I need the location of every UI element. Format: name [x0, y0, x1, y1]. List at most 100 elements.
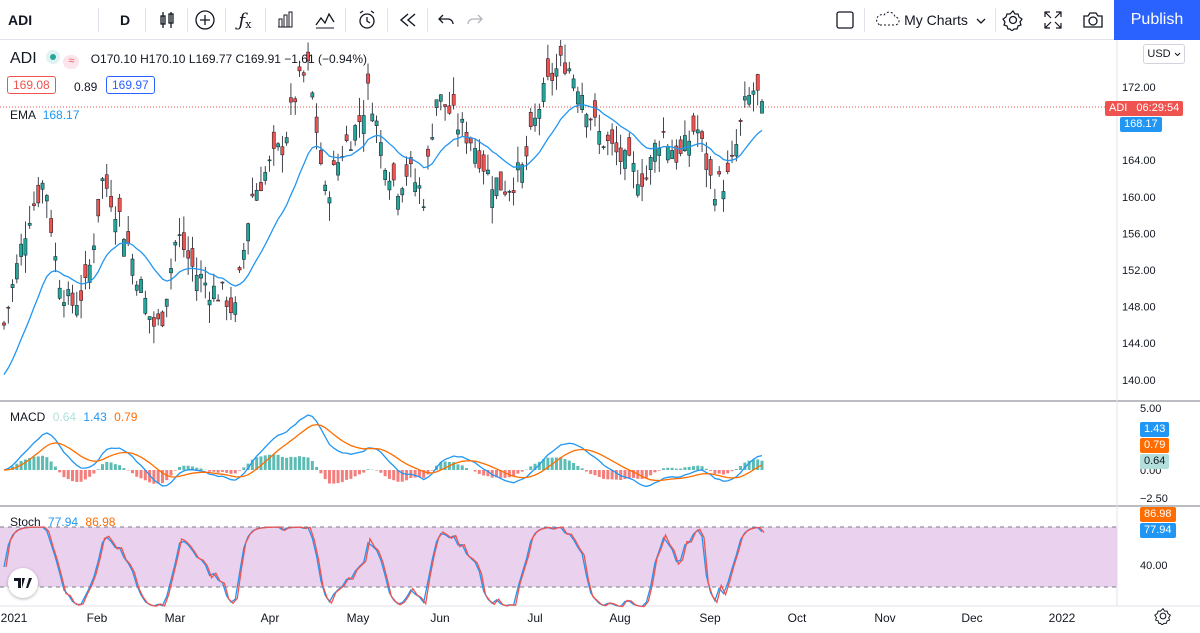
candle-body — [580, 95, 584, 110]
candle-body — [6, 306, 11, 309]
camera-icon[interactable] — [1078, 0, 1108, 40]
candle-body — [306, 51, 310, 62]
time-tick: Nov — [874, 611, 895, 625]
currency-dropdown[interactable]: USD — [1143, 44, 1185, 64]
currency-label: USD — [1147, 48, 1171, 60]
candle-body — [421, 206, 426, 208]
candle-body — [618, 147, 623, 162]
add-icon[interactable] — [190, 0, 220, 40]
candle-body — [74, 305, 79, 316]
symbol-search[interactable]: ADI — [8, 12, 33, 28]
price-axis[interactable]: 172.00168.00164.00160.00156.00152.00148.… — [1122, 82, 1168, 572]
candle-body — [177, 234, 182, 236]
rectangle-icon[interactable] — [830, 0, 860, 40]
macd-hist-bar — [36, 456, 40, 470]
line-compare-icon[interactable] — [310, 0, 340, 40]
fullscreen-icon[interactable] — [1038, 0, 1068, 40]
macd-hist-bar — [465, 468, 469, 470]
macd-hist-bar — [554, 457, 558, 470]
candle-body — [588, 118, 593, 121]
macd-hist-bar — [173, 470, 177, 471]
macd-hist-bar — [743, 462, 747, 470]
candle-body — [738, 120, 743, 122]
candle-body — [447, 105, 452, 114]
candle-body — [164, 298, 169, 307]
candle-body — [156, 313, 161, 320]
candle-body — [130, 258, 135, 276]
bid-price-box[interactable]: 169.08 — [7, 76, 56, 94]
time-axis[interactable]: 2021 Feb Mar Apr May Jun Jul Aug Sep Oct Nov Dec 202… — [1, 611, 1076, 625]
macd-hist-bar — [182, 465, 186, 470]
interval-button[interactable]: D — [119, 12, 131, 28]
macd-hist-bar — [567, 460, 571, 470]
chart-area[interactable]: 172.00168.00164.00160.00156.00152.00148.… — [0, 40, 1200, 633]
macd-hist-bar — [400, 470, 404, 482]
price-tick: 152.00 — [1122, 265, 1156, 277]
macd-hist-bar — [246, 463, 250, 470]
candle-body — [563, 62, 567, 74]
candle-body — [297, 66, 302, 72]
separator — [864, 8, 865, 32]
candle-body — [374, 120, 379, 126]
candle-body — [314, 116, 319, 133]
candle-body — [301, 72, 306, 76]
macd-hist-bar — [178, 466, 182, 470]
macd-hist-bar — [747, 460, 751, 470]
macd-signal-value: 0.79 — [114, 410, 138, 424]
publish-button[interactable]: Publish — [1114, 0, 1200, 40]
macd-hist-bar — [537, 461, 541, 470]
candle-body — [310, 92, 315, 98]
chart-canvas[interactable]: 172.00168.00164.00160.00156.00152.00148.… — [0, 40, 1200, 633]
undo-icon[interactable] — [431, 0, 461, 40]
candle-body — [396, 196, 400, 210]
macd-hist-bar — [494, 470, 498, 478]
candle-body — [391, 163, 396, 181]
candle-body — [691, 115, 696, 132]
candle-body — [438, 94, 443, 102]
candle-body — [276, 143, 280, 148]
macd-hist-bar — [730, 470, 734, 472]
candle-body — [661, 131, 666, 133]
replay-icon[interactable] — [393, 0, 423, 40]
candle-body — [460, 118, 465, 123]
macd-hist-bar — [345, 470, 349, 480]
candle-body — [152, 317, 156, 327]
candle-body — [250, 193, 255, 197]
macd-hist-bar — [559, 457, 563, 470]
macd-hist-bar — [546, 457, 550, 470]
macd-hist-bar — [691, 466, 695, 470]
candle-body — [490, 189, 495, 208]
tv-logo-icon[interactable] — [8, 568, 38, 598]
gear-icon[interactable] — [1154, 607, 1176, 629]
candle-body — [605, 134, 610, 142]
macd-hist-bar — [674, 468, 678, 470]
macd-hist-bar — [379, 470, 383, 473]
candle-body — [241, 250, 246, 260]
macd-hist-bar — [66, 470, 70, 480]
ema-price-badge: 168.17 — [1120, 117, 1162, 132]
candle-body — [293, 98, 298, 103]
candle-body — [743, 96, 747, 101]
macd-label: MACD — [10, 410, 46, 424]
macd-hist-bar — [721, 470, 725, 475]
my-charts-button[interactable]: My Charts — [870, 0, 990, 40]
candle-body — [657, 148, 662, 156]
macd-hist-bar — [756, 459, 760, 470]
macd-hist-bar — [606, 470, 610, 480]
macd-hist-bar — [45, 457, 49, 470]
stoch-d-line — [5, 526, 765, 608]
ask-price-box[interactable]: 169.97 — [106, 76, 155, 94]
alert-icon[interactable] — [352, 0, 382, 40]
macd-hist-bar — [640, 470, 644, 479]
candle-body — [203, 282, 208, 286]
time-tick: Mar — [165, 611, 186, 625]
redo-icon[interactable] — [460, 0, 490, 40]
macd-hist-bar — [229, 470, 233, 474]
bars-icon[interactable] — [270, 0, 300, 40]
gear-icon[interactable] — [998, 0, 1028, 40]
candle-body — [546, 58, 550, 77]
candle-body — [224, 300, 229, 307]
candles-icon[interactable] — [152, 0, 182, 40]
macd-hist-bar — [139, 470, 143, 479]
